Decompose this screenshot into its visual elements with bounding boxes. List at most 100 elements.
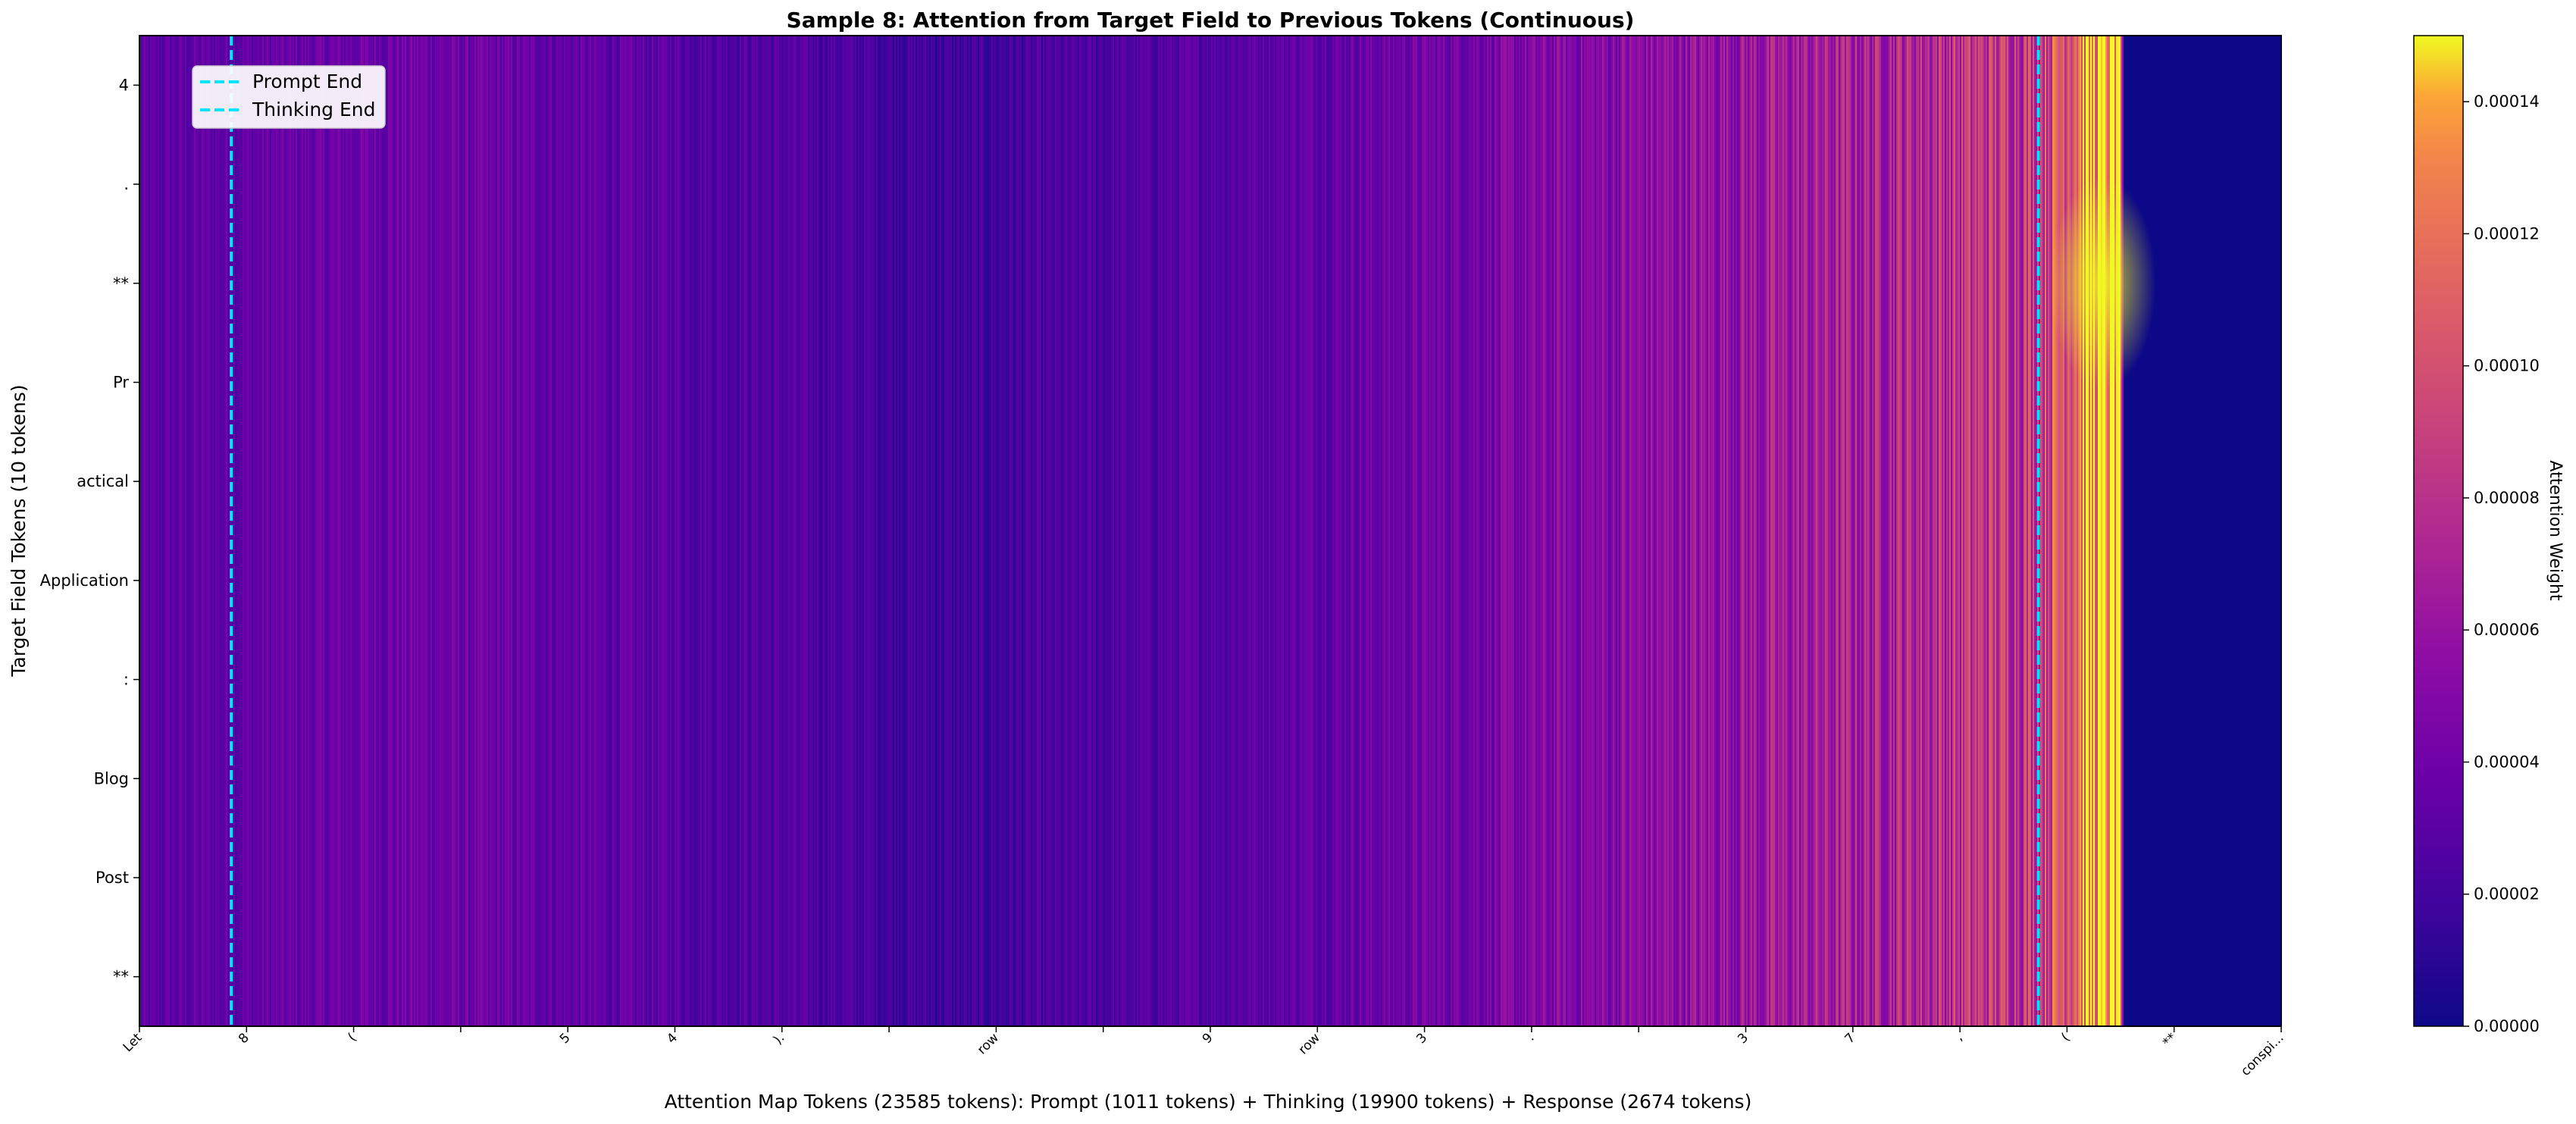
heatmap-column <box>288 36 290 1026</box>
heatmap-column <box>1050 36 1053 1026</box>
heatmap-column <box>1622 36 1624 1026</box>
heatmap-column <box>514 36 516 1026</box>
heatmap-column <box>1813 36 1815 1026</box>
heatmap-column <box>773 36 775 1026</box>
heatmap-column <box>862 36 865 1026</box>
x-tick-label: ). <box>771 1030 788 1047</box>
heatmap-column <box>1905 36 1908 1026</box>
heatmap-column <box>1179 36 1182 1026</box>
heatmap-column <box>2036 36 2038 1026</box>
heatmap-column <box>2263 36 2265 1026</box>
heatmap-column <box>753 36 756 1026</box>
heatmap-column <box>244 36 246 1026</box>
heatmap-column <box>656 36 659 1026</box>
heatmap-column <box>955 36 957 1026</box>
heatmap-column <box>361 36 363 1026</box>
colorbar-tick-label: 0.00014 <box>2474 92 2540 111</box>
heatmap-column <box>591 36 593 1026</box>
heatmap-column <box>1488 36 1491 1026</box>
heatmap-column <box>344 36 346 1026</box>
heatmap-column <box>1451 36 1453 1026</box>
heatmap-column <box>259 36 261 1026</box>
heatmap-column <box>1605 36 1607 1026</box>
heatmap-column <box>735 36 737 1026</box>
heatmap-column <box>447 36 449 1026</box>
heatmap-column <box>1323 36 1326 1026</box>
heatmap-column <box>423 36 425 1026</box>
heatmap-column <box>482 36 484 1026</box>
heatmap-column <box>844 36 847 1026</box>
heatmap-column <box>1707 36 1709 1026</box>
heatmap-column <box>1725 36 1727 1026</box>
heatmap-column <box>1288 36 1291 1026</box>
heatmap-column <box>1666 36 1668 1026</box>
heatmap-column <box>453 36 455 1026</box>
heatmap-column <box>1495 36 1497 1026</box>
heatmap-column <box>1576 36 1579 1026</box>
heatmap-column <box>1998 36 2000 1026</box>
heatmap-column <box>1279 36 1282 1026</box>
heatmap-column <box>356 36 358 1026</box>
heatmap-column <box>221 36 224 1026</box>
heatmap-column <box>1119 36 1121 1026</box>
heatmap-column <box>1910 36 1912 1026</box>
heatmap-column <box>556 36 559 1026</box>
heatmap-column <box>208 36 210 1026</box>
heatmap-column <box>521 36 524 1026</box>
heatmap-column <box>2245 36 2247 1026</box>
heatmap-column <box>576 36 578 1026</box>
heatmap-peak-glow <box>2049 177 2156 390</box>
heatmap-column <box>1575 36 1577 1026</box>
heatmap-column <box>296 36 298 1026</box>
heatmap-column <box>1117 36 1119 1026</box>
heatmap-column <box>2184 36 2186 1026</box>
heatmap-column <box>1822 36 1824 1026</box>
heatmap-column <box>1907 36 1909 1026</box>
heatmap-column <box>318 36 321 1026</box>
heatmap-column <box>1751 36 1753 1026</box>
heatmap-column <box>1893 36 1895 1026</box>
heatmap-column <box>1498 36 1500 1026</box>
y-tick-label: Post <box>95 869 129 887</box>
heatmap-column <box>1040 36 1042 1026</box>
heatmap-column <box>1272 36 1274 1026</box>
heatmap-column <box>1081 36 1083 1026</box>
heatmap-column <box>1560 36 1562 1026</box>
heatmap-column <box>2258 36 2261 1026</box>
heatmap-column <box>941 36 944 1026</box>
heatmap-column <box>1299 36 1301 1026</box>
heatmap-column <box>1445 36 1447 1026</box>
heatmap-column <box>2095 36 2097 1026</box>
heatmap-column <box>1231 36 1233 1026</box>
heatmap-column <box>458 36 460 1026</box>
heatmap-column <box>2146 36 2149 1026</box>
colorbar-tick-label: 0.00002 <box>2474 885 2540 903</box>
heatmap-column <box>1055 36 1057 1026</box>
heatmap-column <box>1808 36 1811 1026</box>
heatmap-column <box>711 36 713 1026</box>
heatmap-column <box>1022 36 1024 1026</box>
heatmap-column <box>931 36 933 1026</box>
heatmap-column <box>564 36 566 1026</box>
heatmap-column <box>438 36 440 1026</box>
heatmap-column <box>1246 36 1248 1026</box>
heatmap-column <box>822 36 824 1026</box>
heatmap-column <box>2116 36 2118 1026</box>
heatmap-column <box>1989 36 1991 1026</box>
heatmap-column <box>1563 36 1565 1026</box>
heatmap-column <box>1846 36 1848 1026</box>
heatmap-column <box>1314 36 1316 1026</box>
colorbar-tick-label: 0.00012 <box>2474 224 2540 243</box>
heatmap-column <box>1819 36 1821 1026</box>
heatmap-column <box>1545 36 1547 1026</box>
heatmap-column <box>1878 36 1880 1026</box>
heatmap-column <box>2172 36 2174 1026</box>
heatmap-column <box>1326 36 1329 1026</box>
heatmap-column <box>975 36 977 1026</box>
heatmap-column <box>600 36 603 1026</box>
heatmap-column <box>1241 36 1244 1026</box>
heatmap-column <box>232 36 234 1026</box>
heatmap-column <box>1561 36 1563 1026</box>
heatmap-column <box>629 36 631 1026</box>
heatmap-column <box>1161 36 1163 1026</box>
